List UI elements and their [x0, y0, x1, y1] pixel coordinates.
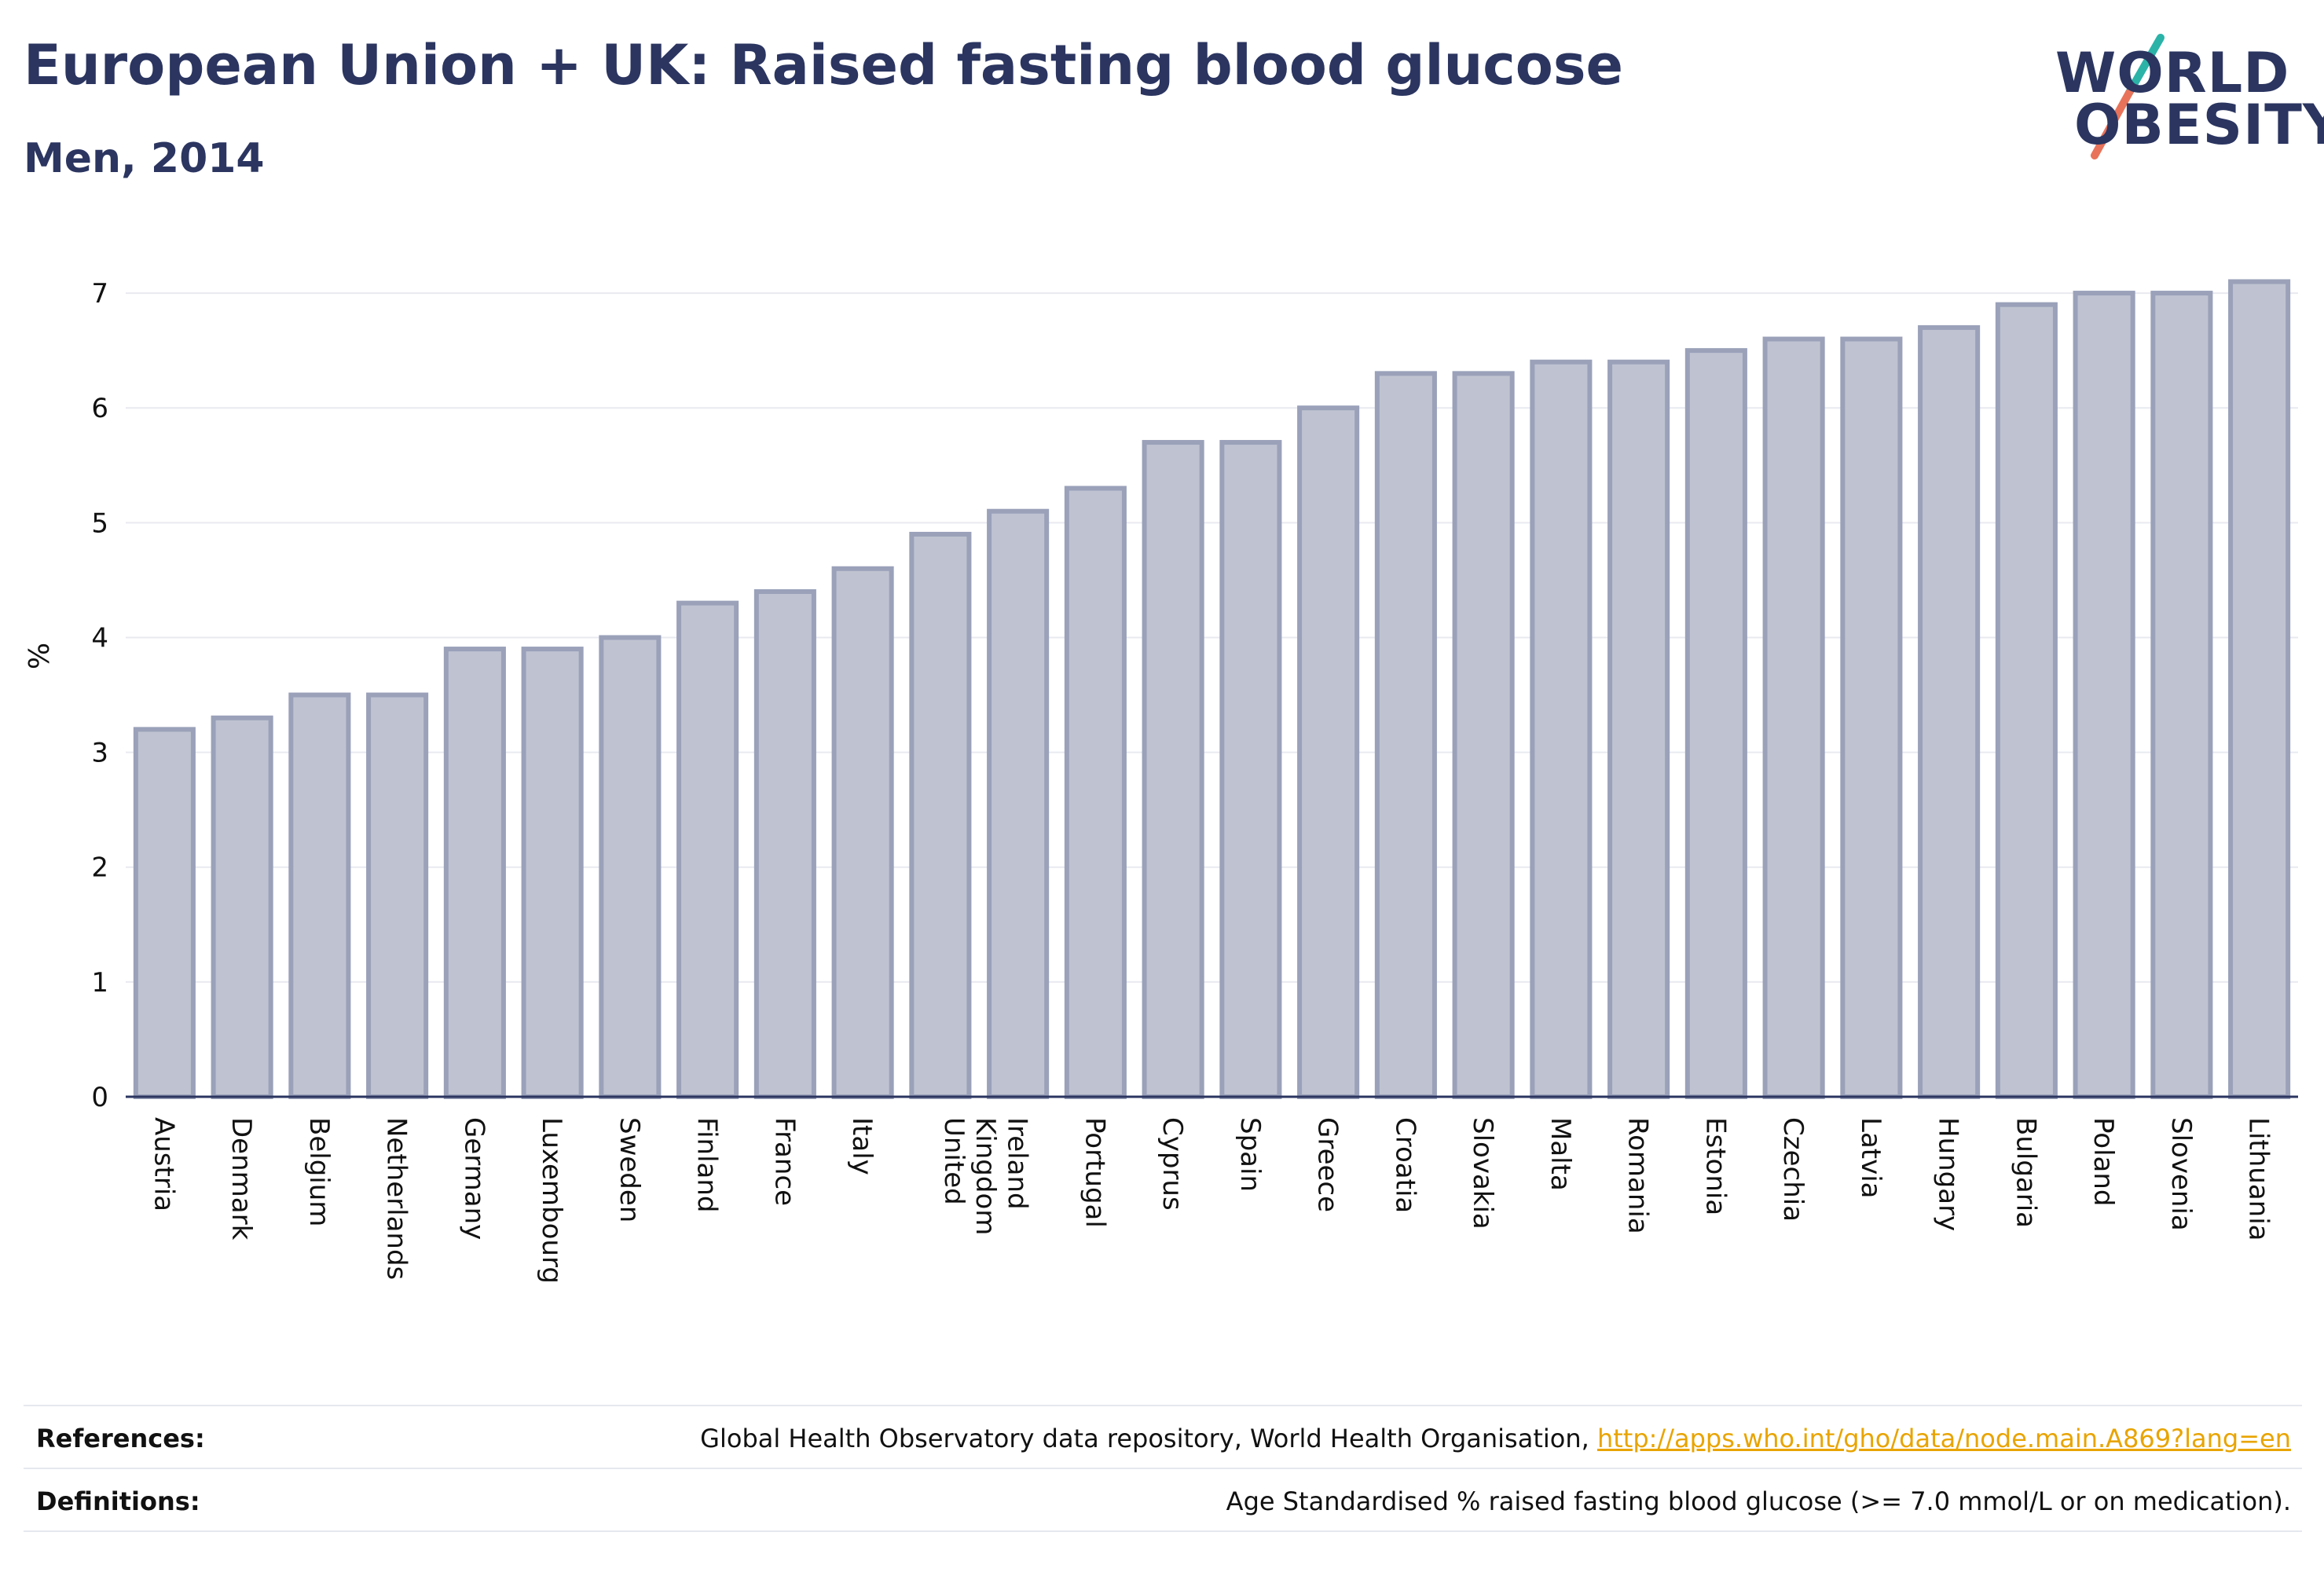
- chart-title: European Union + UK: Raised fasting bloo…: [24, 33, 1624, 97]
- bar-bulgaria: [1995, 302, 2058, 1099]
- definitions-row: Definitions: Age Standardised % raised f…: [24, 1468, 2302, 1530]
- bar-greece: [1297, 405, 1360, 1099]
- bar-malta: [1530, 359, 1593, 1100]
- x-tick-label: UnitedKingdom: [938, 1117, 1001, 1235]
- bar-germany: [443, 647, 506, 1099]
- bars: [133, 279, 2291, 1100]
- x-tick-label: France: [768, 1117, 800, 1206]
- bar-estonia: [1684, 348, 1747, 1099]
- bar-croatia: [1374, 371, 1437, 1099]
- x-tick-label: Hungary: [1933, 1117, 1964, 1231]
- y-tick-label: 3: [91, 738, 108, 769]
- chart-subtitle: Men, 2014: [24, 135, 265, 182]
- axes: 0 1 2 3 4 5 6 7 Austria Denmark Belgium Netherlands…: [91, 278, 2298, 1284]
- logo-text-world: WORLD: [2055, 41, 2290, 105]
- footer-divider: [24, 1530, 2302, 1532]
- x-tick-label: Spain: [1234, 1117, 1266, 1192]
- logo-text-obesity: OBESITY: [2074, 93, 2324, 157]
- bar-cyprus: [1142, 440, 1204, 1099]
- bar-poland: [2073, 291, 2135, 1100]
- x-tick-label: Germany: [458, 1117, 489, 1240]
- bar-ireland: [987, 508, 1050, 1099]
- bar-finland: [676, 600, 739, 1099]
- x-tick-label: Greece: [1312, 1117, 1343, 1212]
- x-tick-label: Belgium: [303, 1117, 335, 1226]
- bar-lithuania: [2228, 279, 2291, 1099]
- x-tick-label: Cyprus: [1157, 1117, 1188, 1211]
- x-tick-label: Slovenia: [2165, 1117, 2197, 1231]
- y-tick-label: 0: [91, 1082, 108, 1113]
- x-tick-label: Italy: [846, 1117, 878, 1175]
- x-tick-label: Malta: [1545, 1117, 1576, 1191]
- definitions-value: Age Standardised % raised fasting blood …: [1226, 1486, 2291, 1516]
- y-tick-label: 1: [91, 967, 108, 999]
- bar-latvia: [1840, 336, 1903, 1099]
- bar-slovenia: [2150, 291, 2213, 1100]
- x-tick-label: Ireland: [1002, 1117, 1033, 1210]
- references-link[interactable]: http://apps.who.int/gho/data/node.main.A…: [1596, 1424, 2291, 1453]
- world-obesity-logo: WORLD OBESITY: [2043, 31, 2324, 173]
- references-row: References: Global Health Observatory da…: [24, 1405, 2302, 1468]
- bar-belgium: [288, 692, 351, 1099]
- bar-netherlands: [366, 692, 429, 1099]
- logo-slash-icon: [2091, 34, 2165, 159]
- x-tick-label: Lithuania: [2243, 1117, 2275, 1241]
- x-tick-label: Denmark: [225, 1117, 257, 1241]
- y-axis-label: %: [24, 643, 56, 669]
- bar-france: [753, 589, 816, 1099]
- bar-chart: 0 1 2 3 4 5 6 7 Austria Denmark Belgium Netherlands…: [24, 278, 2298, 1284]
- x-tick-label: Austria: [148, 1117, 179, 1211]
- y-tick-label: 2: [91, 852, 108, 884]
- bar-united-kingdom: [909, 531, 972, 1099]
- y-tick-label: 5: [91, 508, 108, 539]
- x-tick-label: Bulgaria: [2010, 1117, 2041, 1228]
- bar-sweden: [599, 635, 662, 1099]
- references-text: Global Health Observatory data repositor…: [700, 1424, 1597, 1453]
- bar-hungary: [1918, 324, 1981, 1099]
- bar-luxembourg: [521, 647, 584, 1099]
- bar-czechia: [1762, 336, 1825, 1099]
- y-tick-label: 6: [91, 393, 108, 424]
- references-label: References:: [36, 1424, 205, 1453]
- x-tick-label: Luxembourg: [536, 1117, 567, 1284]
- x-tick-label: Latvia: [1855, 1117, 1886, 1199]
- x-tick-label: Croatia: [1389, 1117, 1420, 1213]
- y-tick-label: 7: [91, 278, 108, 310]
- x-tick-label: Finland: [691, 1117, 723, 1213]
- x-tick-label: Romania: [1622, 1117, 1654, 1234]
- bar-austria: [133, 727, 196, 1100]
- bar-spain: [1219, 440, 1282, 1099]
- bar-denmark: [211, 715, 273, 1099]
- bar-romania: [1607, 359, 1670, 1100]
- y-tick-label: 4: [91, 622, 108, 654]
- references-value: Global Health Observatory data repositor…: [700, 1424, 2291, 1453]
- x-tick-label: Estonia: [1699, 1117, 1731, 1215]
- x-tick-label: Sweden: [614, 1117, 645, 1222]
- bar-italy: [831, 566, 894, 1099]
- x-tick-label: Netherlands: [381, 1117, 412, 1280]
- x-tick-label: Slovakia: [1467, 1117, 1498, 1230]
- x-tick-label: Poland: [2088, 1117, 2119, 1207]
- definitions-label: Definitions:: [36, 1486, 200, 1516]
- bar-slovakia: [1452, 371, 1515, 1099]
- x-tick-label: Portugal: [1079, 1117, 1110, 1228]
- bar-portugal: [1064, 486, 1127, 1099]
- x-tick-label: Czechia: [1777, 1117, 1809, 1222]
